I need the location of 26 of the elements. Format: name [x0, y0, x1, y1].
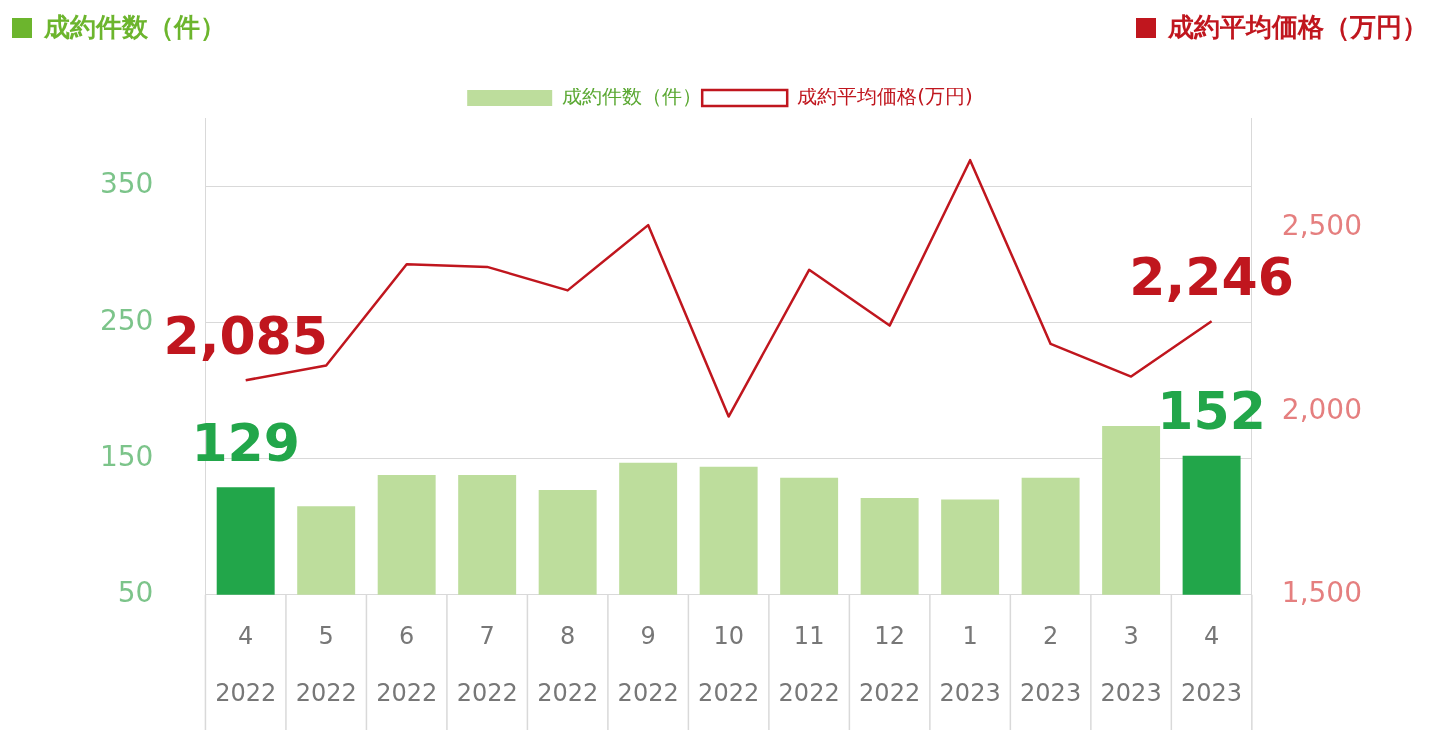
category-label: 6 2022 — [376, 621, 438, 708]
category-label: 10 2022 — [698, 621, 760, 708]
y-tick-label: 50 — [117, 576, 154, 610]
data-label: 152 — [1157, 381, 1266, 442]
category-label: 12 2022 — [859, 621, 921, 708]
category-label: 3 2023 — [1100, 621, 1162, 708]
category-label: 9 2022 — [617, 621, 679, 708]
y-tick-label: 350 — [99, 167, 154, 201]
category-label: 2 2023 — [1020, 621, 1082, 708]
y-tick-label: 150 — [99, 439, 154, 473]
category-label: 5 2022 — [295, 621, 357, 708]
y-axis-title: 成約件数（件） — [44, 11, 226, 44]
category-label: 7 2022 — [456, 621, 518, 708]
y2-tick-label: 2,500 — [1281, 209, 1363, 243]
data-label: 2,246 — [1129, 246, 1294, 307]
data-label: 2,085 — [163, 305, 328, 366]
category-label: 11 2022 — [778, 621, 840, 708]
category-label: 4 2023 — [1181, 621, 1243, 708]
category-label: 8 2022 — [537, 621, 599, 708]
y2-axis-title: 成約平均価格（万円） — [1168, 11, 1428, 44]
y-tick-label: 250 — [99, 303, 154, 337]
y2-tick-label: 1,500 — [1281, 576, 1363, 610]
category-label: 1 2023 — [939, 621, 1001, 708]
category-label: 4 2022 — [215, 621, 277, 708]
y2-tick-label: 2,000 — [1281, 392, 1363, 426]
data-label: 129 — [191, 412, 300, 473]
